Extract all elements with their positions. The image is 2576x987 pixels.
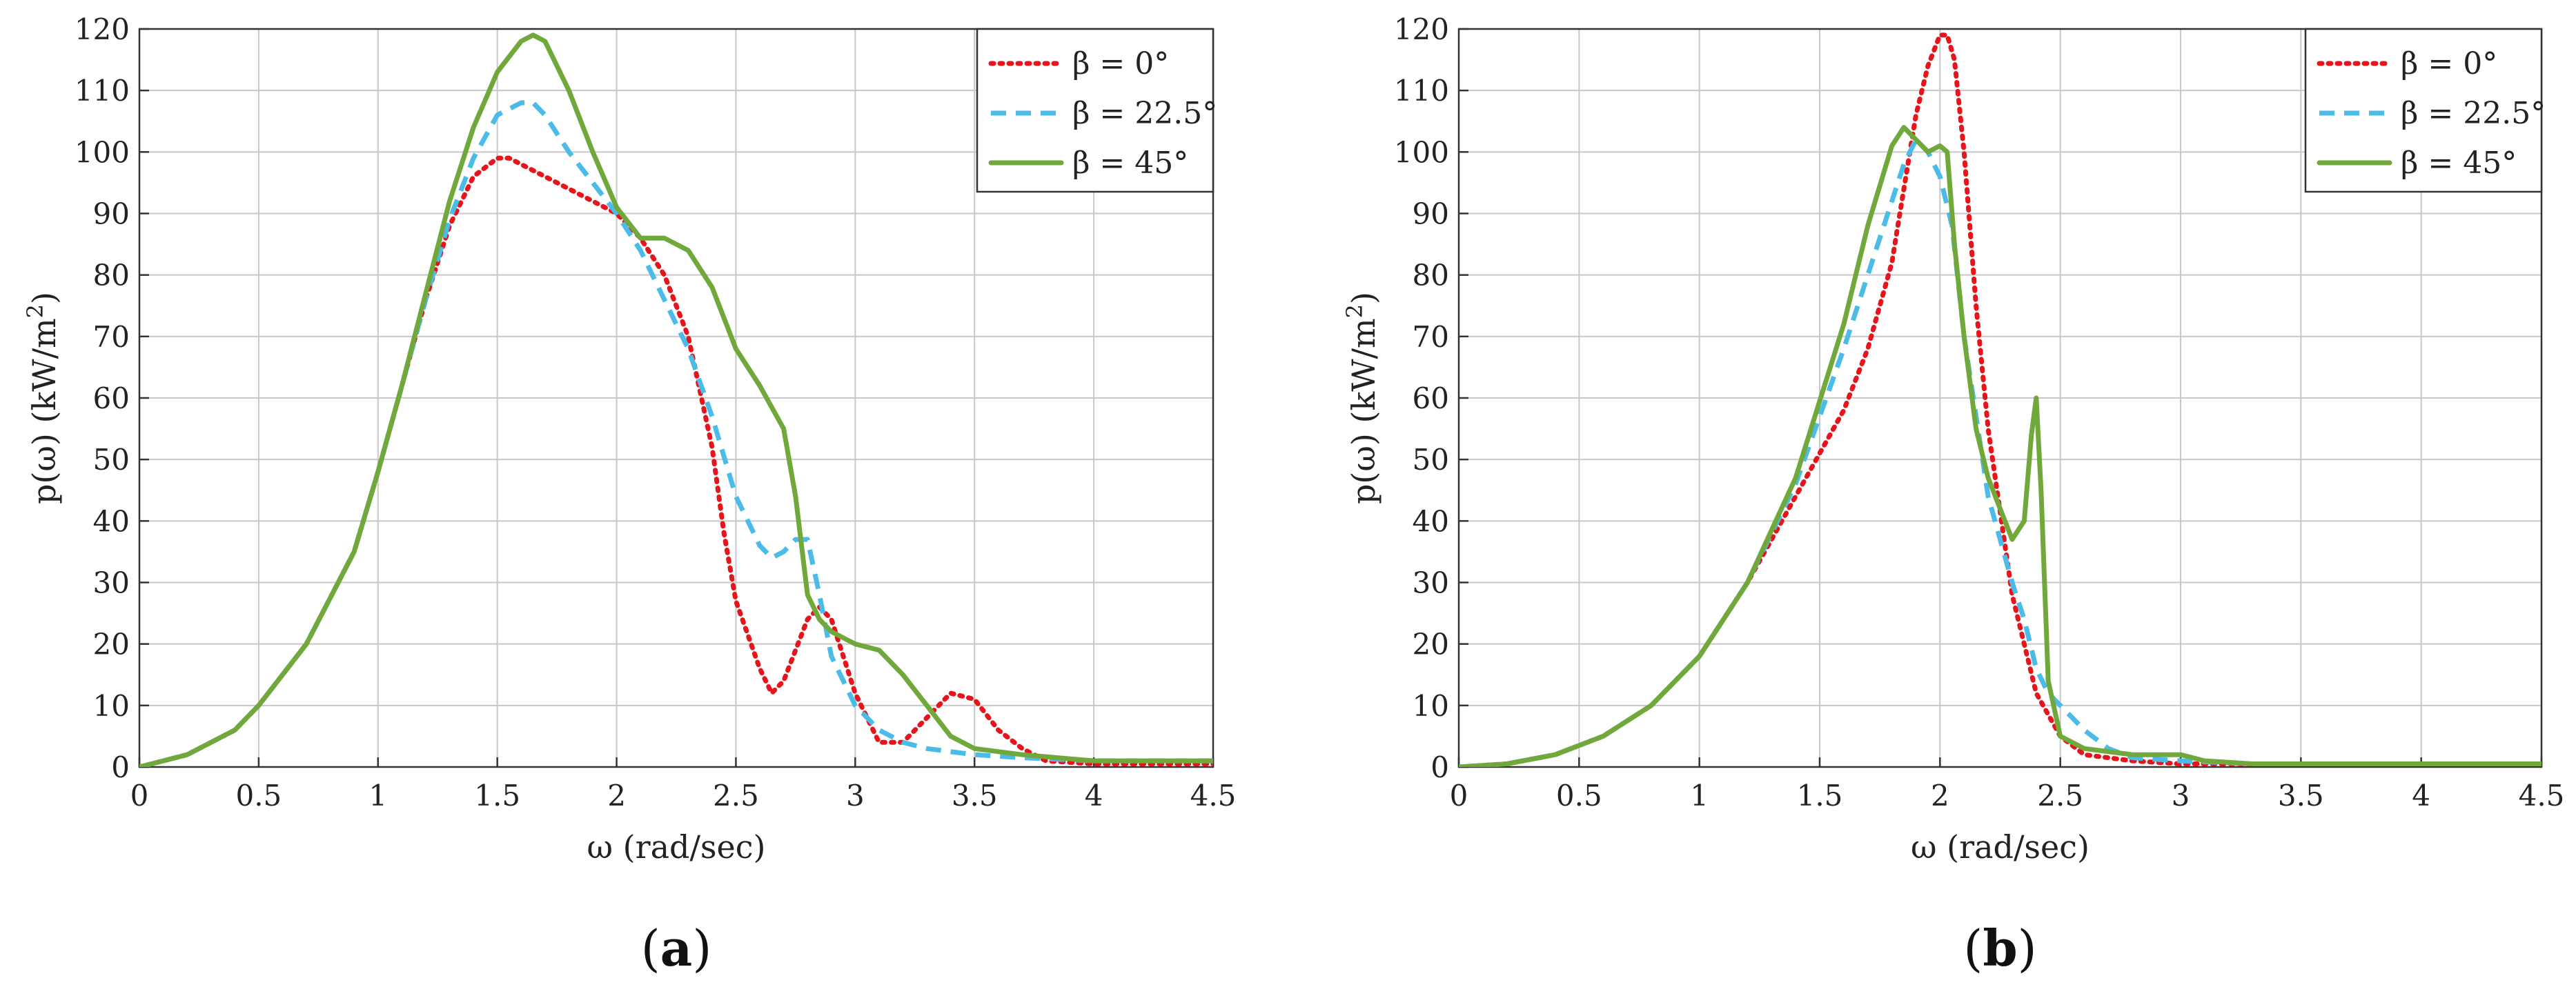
y-axis-label-sup: 2: [1341, 304, 1368, 318]
y-tick-label: 40: [93, 504, 130, 538]
y-tick-label: 60: [93, 381, 130, 415]
panel-caption: (b): [1963, 919, 2037, 977]
y-tick-label: 30: [1413, 566, 1449, 600]
caption-letter: a: [660, 919, 693, 977]
x-tick-label: 4.5: [2519, 779, 2565, 812]
y-axis-label: p(ω) (kW/m2): [22, 292, 63, 504]
series-line-3: [139, 32, 1213, 767]
x-tick-label: 2.5: [713, 779, 759, 812]
x-tick-label: 0.5: [1556, 779, 1602, 812]
y-tick-label: 80: [1413, 259, 1449, 292]
y-tick-label: 90: [93, 197, 130, 231]
caption-open: (: [641, 919, 660, 977]
panel-b: 0 0.5 1 1.5 2 2.5 3 3.5 4 4.5 0 10 20 30 40 50 60 70 80 90 1…: [1341, 12, 2564, 977]
legend-label-2: β = 22.5°: [1072, 96, 1217, 131]
y-tick-label: 90: [1413, 197, 1449, 231]
y-tick-label: 70: [93, 320, 130, 354]
x-axis-label: ω (rad/sec): [1911, 828, 2090, 866]
y-tick-label: 10: [93, 689, 130, 723]
x-tick-label: 1: [368, 779, 387, 812]
x-tick-label: 4: [2412, 779, 2430, 812]
y-axis-label-main: p(ω) (kW/m: [1345, 318, 1382, 504]
legend-label-1: β = 0°: [1072, 46, 1169, 81]
x-tick-label: 0.5: [235, 779, 282, 812]
panel-caption: (a): [641, 919, 712, 977]
y-tick-label: 0: [111, 750, 130, 784]
y-tick-label: 110: [1394, 74, 1449, 108]
y-axis-label-close: ): [1345, 292, 1382, 304]
legend-label-2: β = 22.5°: [2401, 96, 2546, 131]
x-tick-label: 3.5: [952, 779, 998, 812]
x-tick-label: 1.5: [474, 779, 520, 812]
y-tick-label: 50: [1413, 443, 1449, 477]
y-axis-label-main: p(ω) (kW/m: [26, 318, 63, 504]
y-tick-label: 80: [93, 259, 130, 292]
y-tick-label: 70: [1413, 320, 1449, 354]
x-tick-label: 1.5: [1797, 779, 1843, 812]
caption-letter: b: [1983, 919, 2017, 977]
y-axis-label-close: ): [26, 292, 63, 304]
caption-open: (: [1963, 919, 1983, 977]
x-axis-label: ω (rad/sec): [587, 828, 766, 866]
y-tick-label: 0: [1430, 750, 1449, 784]
panel-a: 0 0.5 1 1.5 2 2.5 3 3.5 4 4.5 0 10 20 30 40 50 60 70 80 90 1…: [22, 12, 1236, 977]
y-tick-label: 10: [1413, 689, 1449, 723]
y-tick-label: 30: [93, 566, 130, 600]
y-axis-label-sup: 2: [22, 304, 48, 318]
y-tick-label: 100: [75, 135, 130, 169]
x-tick-label: 4: [1085, 779, 1103, 812]
legend-label-3: β = 45°: [1072, 146, 1188, 181]
x-tick-label: 4.5: [1190, 779, 1237, 812]
x-tick-label: 2: [607, 779, 626, 812]
x-tick-label: 0: [1450, 779, 1468, 812]
x-tick-label: 3: [2172, 779, 2190, 812]
y-tick-label: 100: [1394, 135, 1449, 169]
x-tick-label: 0: [130, 779, 149, 812]
x-tick-label: 3.5: [2278, 779, 2324, 812]
y-tick-label: 120: [75, 12, 130, 46]
series-line-3: [1459, 125, 2541, 767]
x-tick-label: 2.5: [2037, 779, 2083, 812]
legend-label-3: β = 45°: [2401, 146, 2517, 181]
y-axis-label: p(ω) (kW/m2): [1341, 292, 1382, 504]
x-tick-label: 3: [846, 779, 865, 812]
legend-label-1: β = 0°: [2401, 46, 2497, 81]
y-tick-label: 110: [75, 74, 130, 108]
y-tick-label: 50: [93, 443, 130, 477]
caption-close: ): [2018, 919, 2037, 977]
x-tick-label: 2: [1931, 779, 1949, 812]
series-line-2: [139, 100, 1213, 767]
y-tick-label: 120: [1394, 12, 1449, 46]
x-tick-label: 1: [1690, 779, 1709, 812]
caption-close: ): [692, 919, 711, 977]
y-tick-label: 60: [1413, 381, 1449, 415]
y-tick-label: 20: [1413, 628, 1449, 661]
y-tick-label: 40: [1413, 504, 1449, 538]
y-tick-label: 20: [93, 628, 130, 661]
